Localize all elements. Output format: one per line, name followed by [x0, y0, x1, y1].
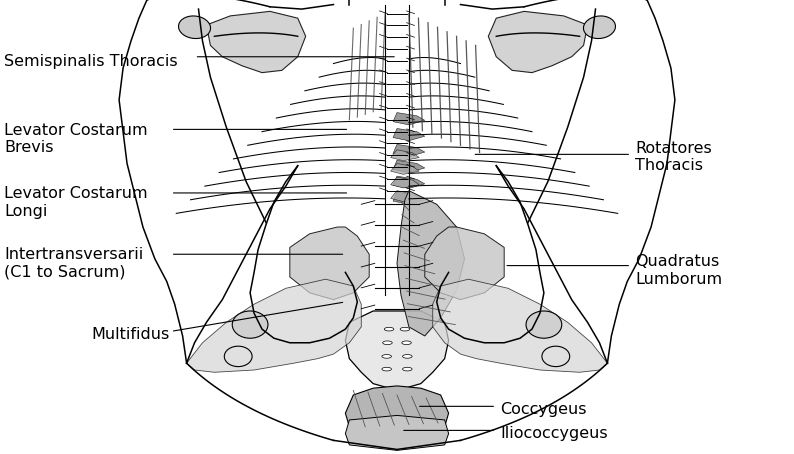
Ellipse shape — [382, 367, 391, 371]
Polygon shape — [206, 11, 306, 73]
Ellipse shape — [383, 341, 392, 345]
Text: Rotatores
Thoracis: Rotatores Thoracis — [635, 141, 712, 173]
Ellipse shape — [179, 16, 210, 39]
Text: Quadratus
Lumborum: Quadratus Lumborum — [635, 254, 723, 286]
Ellipse shape — [224, 346, 252, 367]
Polygon shape — [397, 191, 464, 336]
Text: Levator Costarum
Longi: Levator Costarum Longi — [4, 186, 148, 218]
Polygon shape — [345, 415, 449, 450]
Polygon shape — [391, 191, 419, 202]
Ellipse shape — [526, 311, 562, 338]
Ellipse shape — [232, 311, 268, 338]
Polygon shape — [393, 160, 425, 173]
Ellipse shape — [403, 355, 412, 358]
Ellipse shape — [403, 367, 412, 371]
Polygon shape — [391, 150, 419, 161]
Polygon shape — [433, 279, 607, 372]
Polygon shape — [488, 11, 588, 73]
Ellipse shape — [400, 327, 410, 331]
Polygon shape — [381, 390, 413, 409]
Polygon shape — [425, 227, 504, 300]
Polygon shape — [393, 128, 425, 141]
Ellipse shape — [382, 355, 391, 358]
Polygon shape — [391, 163, 419, 174]
Ellipse shape — [584, 16, 615, 39]
Polygon shape — [345, 386, 449, 436]
Polygon shape — [393, 113, 425, 125]
Polygon shape — [393, 144, 425, 157]
Polygon shape — [345, 311, 449, 390]
Ellipse shape — [542, 346, 569, 367]
Ellipse shape — [402, 341, 411, 345]
Text: Intertransversarii
(C1 to Sacrum): Intertransversarii (C1 to Sacrum) — [4, 247, 143, 280]
Polygon shape — [391, 177, 419, 188]
Text: Levator Costarum
Brevis: Levator Costarum Brevis — [4, 123, 148, 155]
Polygon shape — [187, 279, 361, 372]
Polygon shape — [290, 227, 369, 300]
Text: Semispinalis Thoracis: Semispinalis Thoracis — [4, 54, 178, 69]
Polygon shape — [393, 176, 425, 188]
Text: Coccygeus: Coccygeus — [500, 402, 587, 417]
Polygon shape — [393, 192, 425, 204]
Ellipse shape — [384, 327, 394, 331]
Text: Multifidus: Multifidus — [91, 327, 170, 342]
Text: Iliococcygeus: Iliococcygeus — [500, 426, 608, 441]
